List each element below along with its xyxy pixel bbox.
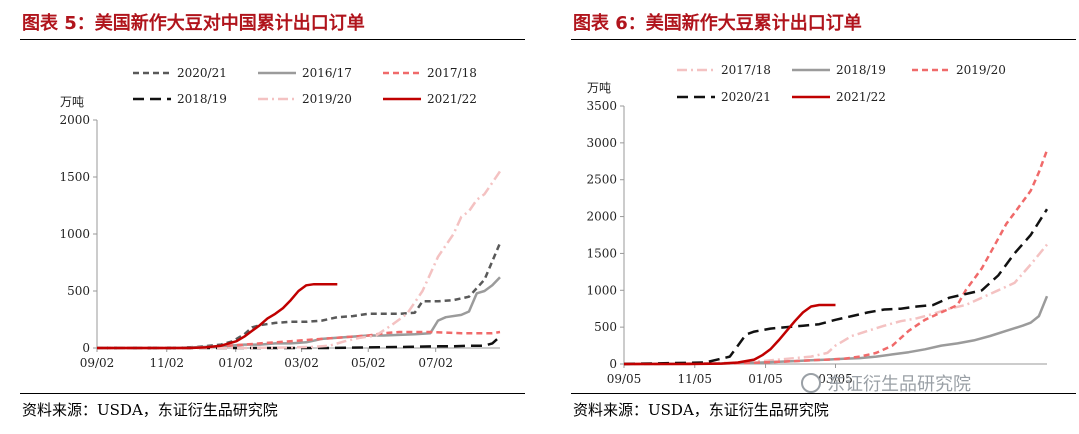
title-rule bbox=[571, 39, 1076, 40]
x-tick-label: 03/05 bbox=[818, 372, 853, 385]
watermark-text: 东证衍生品研究院 bbox=[827, 374, 971, 395]
legend-label: 2018/19 bbox=[836, 63, 886, 77]
x-tick-label: 09/02 bbox=[80, 356, 115, 370]
watermark: 东证衍生品研究院 bbox=[801, 370, 971, 396]
legend-label: 2017/18 bbox=[427, 66, 477, 80]
x-tick-label: 03/02 bbox=[284, 356, 319, 370]
source-rule bbox=[20, 393, 525, 394]
legend-label: 2016/17 bbox=[302, 66, 352, 80]
y-tick-label: 3000 bbox=[586, 136, 617, 150]
line-chart-total-orders: 0 500 1000 1500 2000 2500 3000 3500 09/05 11/05 01… bbox=[586, 63, 1049, 385]
y-tick-label: 2000 bbox=[59, 113, 90, 127]
series-line-2019-20 bbox=[623, 149, 1049, 366]
legend-label: 2020/21 bbox=[177, 66, 227, 80]
series-line-2021-22 bbox=[97, 282, 338, 350]
y-tick-label: 500 bbox=[594, 320, 617, 334]
wechat-icon bbox=[801, 373, 821, 393]
series-line-2017-18 bbox=[623, 243, 1048, 366]
y-tick-label: 1500 bbox=[586, 246, 617, 260]
y-unit-label: 万吨 bbox=[587, 81, 611, 95]
series-line-2016-17 bbox=[97, 276, 501, 350]
series-line-2018-19 bbox=[623, 295, 1049, 366]
legend-label: 2019/20 bbox=[956, 63, 1006, 77]
legend-label: 2021/22 bbox=[427, 92, 477, 106]
x-tick-label: 09/05 bbox=[607, 372, 642, 385]
line-chart-china-orders: 0 500 1000 1500 2000 09/02 11/02 01/02 03/02 05/0… bbox=[59, 66, 502, 370]
y-tick-label: 500 bbox=[67, 284, 90, 298]
chart-panel-right: 图表 6：美国新作大豆累计出口订单 0 500 1000 1500 2000 2500 30… bbox=[551, 0, 1079, 434]
chart-panel-left: 图表 5：美国新作大豆对中国累计出口订单 0 500 1000 1500 2000 09/… bbox=[0, 0, 528, 434]
series-line-2020-21 bbox=[623, 208, 1049, 366]
x-tick-label: 07/02 bbox=[418, 356, 453, 370]
x-tick-label: 11/05 bbox=[677, 372, 712, 385]
x-tick-label: 01/02 bbox=[218, 356, 253, 370]
source-note: 资料来源：USDA，东证衍生品研究院 bbox=[22, 401, 278, 419]
y-tick-label: 0 bbox=[609, 357, 617, 371]
series-line-2021-22 bbox=[624, 303, 836, 366]
y-tick-label: 2000 bbox=[586, 210, 617, 224]
x-tick-label: 11/02 bbox=[149, 356, 184, 370]
y-tick-label: 1000 bbox=[586, 283, 617, 297]
legend-label: 2018/19 bbox=[177, 92, 227, 106]
title-rule bbox=[20, 39, 525, 40]
legend-label: 2017/18 bbox=[721, 63, 771, 77]
figure-title: 图表 5：美国新作大豆对中国累计出口订单 bbox=[22, 13, 365, 34]
y-tick-label: 2500 bbox=[586, 173, 617, 187]
legend-label: 2021/22 bbox=[836, 90, 886, 104]
source-note: 资料来源：USDA，东证衍生品研究院 bbox=[573, 401, 829, 419]
source-rule bbox=[571, 393, 1076, 394]
y-tick-label: 3500 bbox=[586, 99, 617, 113]
y-unit-label: 万吨 bbox=[60, 95, 84, 109]
y-tick-label: 0 bbox=[82, 341, 90, 355]
figure-title: 图表 6：美国新作大豆累计出口订单 bbox=[573, 13, 862, 34]
series-line-2019-20 bbox=[97, 170, 502, 350]
legend-label: 2019/20 bbox=[302, 92, 352, 106]
x-tick-label: 01/05 bbox=[748, 372, 783, 385]
y-tick-label: 1500 bbox=[59, 170, 90, 184]
y-tick-label: 1000 bbox=[59, 227, 90, 241]
x-tick-label: 05/02 bbox=[351, 356, 386, 370]
legend-label: 2020/21 bbox=[721, 90, 771, 104]
